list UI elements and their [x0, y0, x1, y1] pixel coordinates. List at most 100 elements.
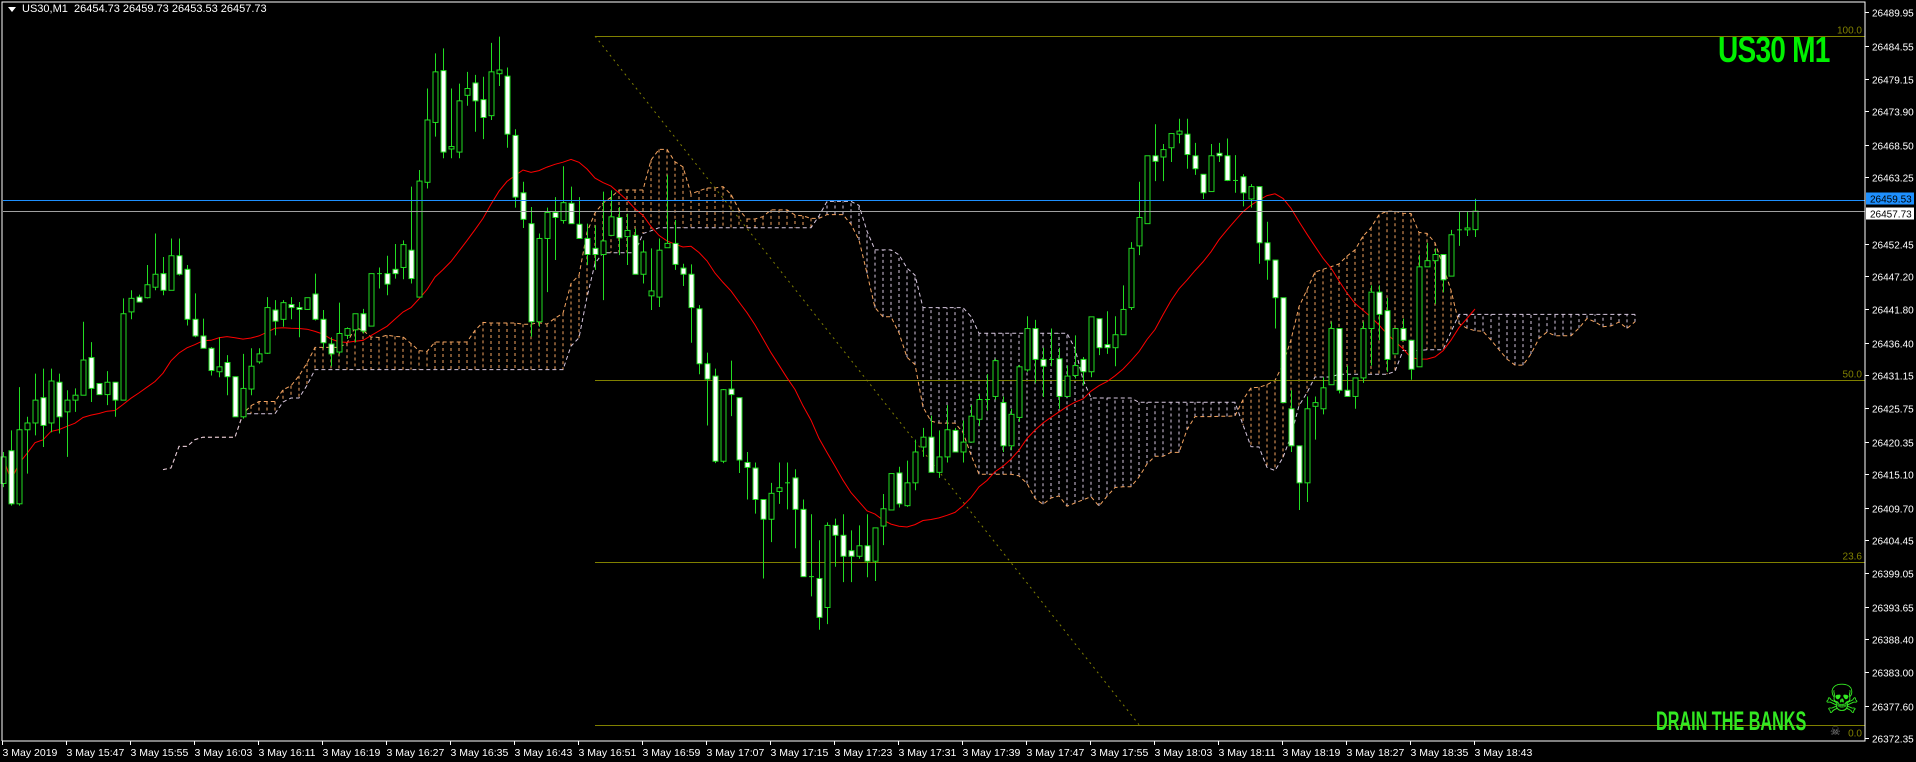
candle-body: [1296, 445, 1303, 484]
time-tick-label: 3 May 16:19: [323, 747, 381, 759]
time-tick-label: 3 May 15:47: [67, 747, 125, 759]
candle: [288, 297, 295, 320]
candle-body: [896, 472, 903, 505]
candle-body: [424, 119, 431, 183]
price-tick-label: 26383.00: [1872, 669, 1914, 680]
triangle-down-icon[interactable]: [8, 6, 16, 12]
candle: [888, 473, 895, 511]
candle-body: [216, 366, 223, 373]
candle: [1160, 144, 1167, 182]
candle-body: [48, 380, 55, 424]
candle-body: [1216, 152, 1223, 157]
candle-body: [1288, 408, 1295, 447]
price-tick-label: 26404.45: [1872, 537, 1914, 548]
candle: [216, 337, 223, 378]
candle-body: [904, 482, 911, 507]
candle: [344, 327, 351, 340]
candle-body: [760, 498, 767, 520]
price-tick-label: 26409.70: [1872, 505, 1914, 516]
candle-body: [432, 71, 439, 123]
candle-body: [152, 273, 159, 288]
candle-body: [384, 273, 391, 285]
candle: [1024, 316, 1031, 372]
candle: [464, 71, 471, 106]
price-tick-label: 26452.45: [1872, 241, 1914, 252]
candle: [408, 186, 415, 284]
candle-body: [632, 234, 639, 275]
candle-body: [328, 343, 335, 355]
time-tick-label: 3 May 16:43: [515, 747, 573, 759]
candle: [640, 240, 647, 284]
time-tick-label: 3 May 2019: [3, 747, 58, 759]
candle-body: [1264, 242, 1271, 261]
candle: [1032, 319, 1039, 383]
symbol-overlay-text: US30 M1: [1718, 29, 1830, 70]
candle-body: [1304, 408, 1311, 484]
candle-body: [1248, 186, 1255, 200]
candle-body: [872, 527, 879, 562]
candle-body: [224, 361, 231, 378]
candle-body: [1200, 173, 1207, 194]
time-tick-label: 3 May 18:43: [1475, 747, 1533, 759]
candle-body: [1472, 210, 1479, 231]
candle: [128, 290, 135, 320]
candle-body: [880, 508, 887, 527]
candle-body: [16, 429, 23, 505]
candle-body: [248, 365, 255, 390]
candle: [960, 420, 967, 463]
price-tick-label: 26484.55: [1872, 43, 1914, 54]
candle-body: [440, 70, 447, 153]
candle-body: [824, 524, 831, 608]
candle-body: [256, 353, 263, 363]
candle: [1256, 186, 1263, 264]
candle-body: [688, 273, 695, 309]
candle: [704, 352, 711, 426]
candle-body: [1312, 402, 1319, 407]
candle: [184, 264, 191, 326]
candle-body: [752, 467, 759, 500]
candle-body: [72, 394, 79, 401]
candle: [88, 342, 95, 402]
candle: [856, 525, 863, 559]
candle: [1352, 377, 1359, 409]
candle: [1424, 242, 1431, 268]
price-tick-label: 26463.25: [1872, 174, 1914, 185]
candle-body: [296, 307, 303, 310]
fibonacci-retracement[interactable]: 100.0 50.0 23.6 0.0: [594, 26, 1865, 740]
candle: [504, 67, 511, 148]
candle-body: [360, 313, 367, 332]
candle-body: [1440, 254, 1447, 281]
brand-overlay-text: DRAIN THE BANKS: [1656, 706, 1807, 736]
time-tick-label: 3 May 17:31: [899, 747, 957, 759]
time-tick-label: 3 May 15:55: [131, 747, 189, 759]
candle-body: [504, 75, 511, 135]
candle-body: [1000, 402, 1007, 447]
price-lines: 26459.53 26457.73: [3, 192, 1914, 221]
candle-body: [208, 347, 215, 372]
candle-body: [536, 237, 543, 323]
candle-body: [1024, 328, 1031, 371]
candle: [528, 206, 535, 337]
candle: [1288, 390, 1295, 452]
price-tick-label: 26420.35: [1872, 439, 1914, 450]
candle-body: [1272, 259, 1279, 299]
candle-body: [680, 267, 687, 275]
candle: [1144, 155, 1151, 225]
candle-body: [368, 273, 375, 327]
candle: [992, 358, 999, 400]
candle: [1016, 364, 1023, 422]
candle-body: [1136, 216, 1143, 247]
candle: [472, 74, 479, 132]
candle-body: [1064, 375, 1071, 397]
candle-body: [1032, 328, 1039, 360]
candle-body: [1160, 149, 1167, 158]
price-tick-label: 26436.40: [1872, 340, 1914, 351]
candle: [912, 439, 919, 491]
price-tick-label: 26473.90: [1872, 108, 1914, 119]
candle-body: [80, 359, 87, 396]
candle-body: [1280, 297, 1287, 404]
candle: [328, 337, 335, 367]
candle-body: [1256, 186, 1263, 244]
candle: [352, 313, 359, 343]
